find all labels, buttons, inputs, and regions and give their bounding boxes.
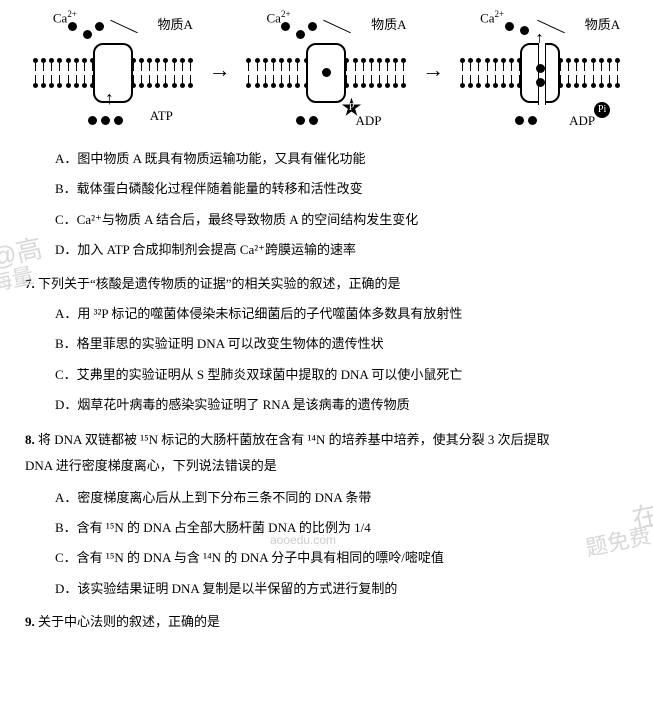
ion <box>281 22 290 31</box>
label-line <box>110 19 138 33</box>
q7-options: A．用 ³²P 标记的噬菌体侵染未标记细菌后的子代噬菌体多数具有放射性 B．格里… <box>25 302 628 417</box>
option-d: D．加入 ATP 合成抑制剂会提高 Ca²⁺跨膜运输的速率 <box>55 238 628 261</box>
diagram-panel-1: Ca2+ 物质A ↑ ATP <box>33 8 193 133</box>
q9-text: 关于中心法则的叙述，正确的是 <box>38 614 220 629</box>
option-c: C．艾弗里的实验证明从 S 型肺炎双球菌中提取的 DNA 可以使小鼠死亡 <box>55 363 628 386</box>
ion <box>296 116 305 125</box>
q7-text: 下列关于“核酸是遗传物质的证据”的相关实验的叙述，正确的是 <box>38 276 401 291</box>
option-b: B．格里菲思的实验证明 DNA 可以改变生物体的遗传性状 <box>55 332 628 355</box>
arrow-up-icon: ↑ <box>105 82 114 114</box>
ion <box>95 22 104 31</box>
q8-options: A．密度梯度离心后从上到下分布三条不同的 DNA 条带 B．含有 ¹⁵N 的 D… <box>25 486 628 601</box>
ion <box>536 64 545 73</box>
q9-stem: 9. 关于中心法则的叙述，正确的是 <box>25 610 628 633</box>
substance-a-label: 物质A <box>158 13 193 36</box>
q7-stem: 7. 下列关于“核酸是遗传物质的证据”的相关实验的叙述，正确的是 <box>25 272 628 295</box>
option-d: D．烟草花叶病毒的感染实验证明了 RNA 是该病毒的遗传物质 <box>55 393 628 416</box>
ion <box>520 26 529 35</box>
q9-num: 9. <box>25 614 35 629</box>
option-b: B．含有 ¹⁵N 的 DNA 占全部大肠杆菌 DNA 的比例为 1/4 <box>55 516 628 539</box>
ion <box>308 22 317 31</box>
diagram-row: Ca2+ 物质A ↑ ATP → Ca2+ 物质A P ADP <box>25 5 628 135</box>
q8-stem: 8. 将 DNA 双链都被 ¹⁵N 标记的大肠杆菌放在含有 ¹⁴N 的培养基中培… <box>25 427 628 479</box>
q8-num: 8. <box>25 432 35 447</box>
label-line <box>324 19 352 33</box>
adp-label: ADP <box>355 109 381 132</box>
watermark-3: 在AP <box>628 484 653 542</box>
q8-text-2: DNA 进行密度梯度离心，下列说法错误的是 <box>25 458 277 473</box>
ion <box>88 116 97 125</box>
diagram-panel-2: Ca2+ 物质A P ADP <box>246 8 406 133</box>
option-a: A．密度梯度离心后从上到下分布三条不同的 DNA 条带 <box>55 486 628 509</box>
option-b: B．载体蛋白磷酸化过程伴随着能量的转移和活性改变 <box>55 177 628 200</box>
ca-label: Ca2+ <box>480 6 504 30</box>
option-d: D．该实验结果证明 DNA 复制是以半保留的方式进行复制的 <box>55 577 628 600</box>
option-c: C．Ca²⁺与物质 A 结合后，最终导致物质 A 的空间结构发生变化 <box>55 208 628 231</box>
q8-text-1: 将 DNA 双链都被 ¹⁵N 标记的大肠杆菌放在含有 ¹⁴N 的培养基中培养，使… <box>38 432 550 447</box>
arrow-right-icon: → <box>422 50 444 90</box>
diagram-panel-3: Ca2+ ↑ 物质A Pi ADP <box>460 8 620 133</box>
adp-label: ADP <box>569 109 595 132</box>
ion <box>536 78 545 87</box>
ion <box>114 116 123 125</box>
ion <box>528 116 537 125</box>
pi-icon: Pi <box>594 102 610 118</box>
option-a: A．图中物质 A 既具有物质运输功能，又具有催化功能 <box>55 147 628 170</box>
option-a: A．用 ³²P 标记的噬菌体侵染未标记细菌后的子代噬菌体多数具有放射性 <box>55 302 628 325</box>
ion <box>296 30 305 39</box>
substance-a-label: 物质A <box>585 13 620 36</box>
ion <box>322 68 331 77</box>
channel-protein-open <box>520 43 560 103</box>
ion <box>68 22 77 31</box>
ion <box>101 116 110 125</box>
q6-options: A．图中物质 A 既具有物质运输功能，又具有催化功能 B．载体蛋白磷酸化过程伴随… <box>25 147 628 262</box>
q7-num: 7. <box>25 276 35 291</box>
atp-label: ATP <box>150 104 173 127</box>
option-c: C．含有 ¹⁵N 的 DNA 与含 ¹⁴N 的 DNA 分子中具有相同的嘌呤/嘧… <box>55 546 628 569</box>
ion <box>309 116 318 125</box>
substance-a-label: 物质A <box>371 13 406 36</box>
ion <box>505 22 514 31</box>
ion <box>83 30 92 39</box>
ion <box>515 116 524 125</box>
arrow-right-icon: → <box>209 50 231 90</box>
